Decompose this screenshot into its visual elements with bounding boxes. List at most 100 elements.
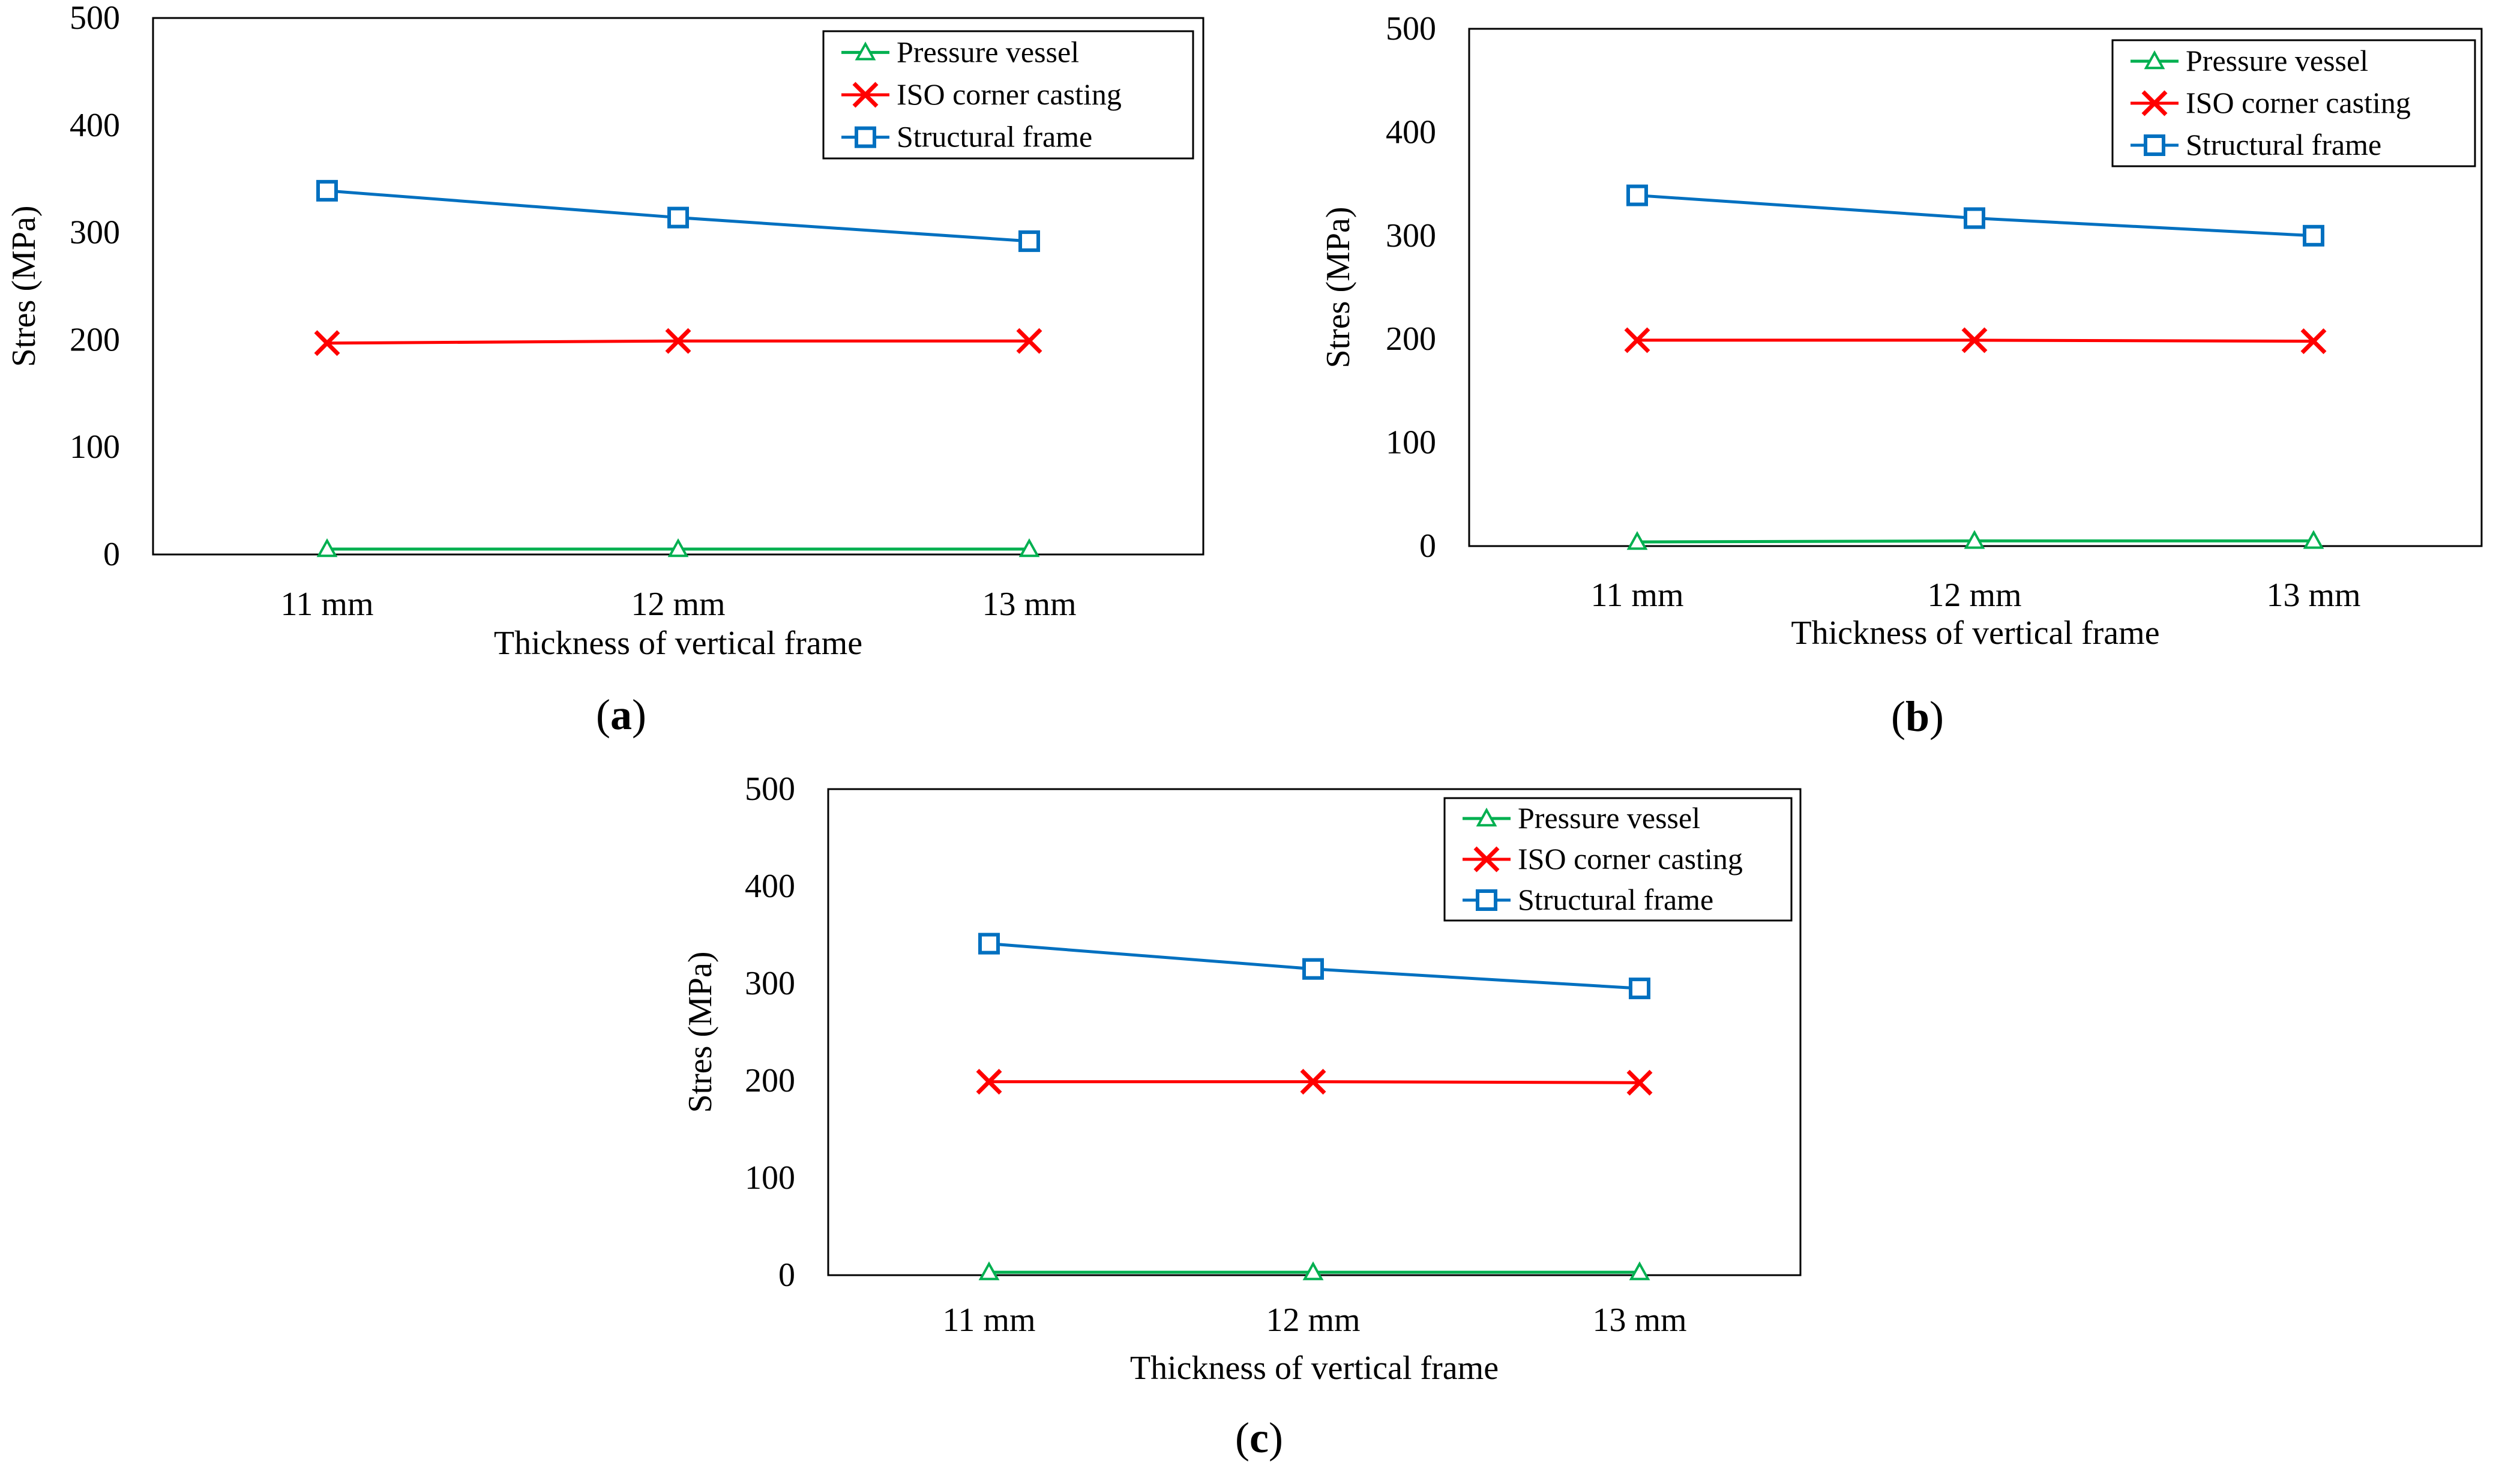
y-tick-label: 200 xyxy=(1386,320,1436,358)
x-tick-label: 12 mm xyxy=(1266,1302,1360,1339)
x-tick-label: 13 mm xyxy=(2266,577,2360,614)
data-point xyxy=(1626,530,1648,550)
x-tick-label: 12 mm xyxy=(1927,577,2021,614)
data-point xyxy=(2303,224,2324,247)
data-point xyxy=(1300,1069,1326,1095)
legend-item-structural_frame: Structural frame xyxy=(1463,883,1713,916)
data-point xyxy=(1018,230,1040,252)
panel-label: (b) xyxy=(1891,692,1944,740)
legend: Pressure vessel ISO corner casting Structu… xyxy=(2111,39,2476,167)
data-point xyxy=(314,330,340,356)
x-axis-label: Thickness of vertical frame xyxy=(1791,614,2159,652)
y-tick-label: 300 xyxy=(745,965,795,1002)
legend: Pressure vessel ISO corner casting Structu… xyxy=(822,30,1194,160)
legend-marker xyxy=(852,82,879,108)
y-tick-label: 0 xyxy=(103,536,120,573)
series-structural_frame xyxy=(978,933,1650,1000)
data-point xyxy=(978,933,1000,955)
y-axis-label: Stres (MPa) xyxy=(5,205,43,367)
legend-item-structural_frame: Structural frame xyxy=(841,120,1092,154)
data-point xyxy=(1302,958,1324,980)
legend-label: Structural frame xyxy=(1518,883,1713,916)
x-tick-label: 11 mm xyxy=(280,586,373,623)
panel-label: (a) xyxy=(596,691,646,739)
legend-label: ISO corner casting xyxy=(897,77,1122,111)
series-iso_corner xyxy=(976,1069,1653,1096)
legend-label: Pressure vessel xyxy=(2186,44,2368,77)
y-tick-label: 100 xyxy=(745,1159,795,1197)
legend-marker xyxy=(2144,50,2165,70)
data-point xyxy=(1626,1069,1653,1096)
x-marker-stroke xyxy=(314,330,340,356)
series-pressure_vessel xyxy=(316,538,1040,557)
legend-item-iso_corner: ISO corner casting xyxy=(841,77,1122,111)
data-point xyxy=(1629,978,1650,1000)
data-point xyxy=(1018,538,1040,557)
chart-panel-b: 0 100 200 300 400 500 11 mm 12 mm 13 mm Thickness… xyxy=(1320,10,2483,740)
x-marker-stroke xyxy=(1300,1069,1326,1095)
x-marker-stroke xyxy=(852,82,879,108)
data-point xyxy=(1302,1261,1324,1281)
series-structural_frame xyxy=(316,179,1040,252)
y-tick-label: 200 xyxy=(70,321,120,358)
data-point xyxy=(1624,327,1650,353)
x-marker-stroke xyxy=(1016,328,1042,354)
legend-label: Structural frame xyxy=(2186,128,2381,161)
series-iso_corner xyxy=(314,328,1042,356)
data-point xyxy=(1016,328,1042,354)
series-iso_corner xyxy=(1624,327,2327,355)
data-point xyxy=(316,179,338,202)
legend-marker xyxy=(2144,134,2165,156)
legend-marker xyxy=(1473,846,1500,873)
y-tick-label: 500 xyxy=(1386,10,1436,47)
legend-item-pressure_vessel: Pressure vessel xyxy=(1463,801,1700,835)
x-tick-label: 11 mm xyxy=(1590,577,1683,614)
legend-item-pressure_vessel: Pressure vessel xyxy=(841,35,1079,68)
y-axis-label: Stres (MPa) xyxy=(1320,206,1357,368)
legend-marker xyxy=(855,126,876,148)
data-point xyxy=(1964,207,1985,229)
data-point xyxy=(667,538,689,557)
x-marker-stroke xyxy=(1624,327,1650,353)
legend-label: Pressure vessel xyxy=(1518,801,1700,835)
legend-label: ISO corner casting xyxy=(1518,842,1743,876)
y-tick-label: 0 xyxy=(1419,527,1436,565)
x-tick-label: 11 mm xyxy=(942,1302,1035,1339)
y-tick-label: 500 xyxy=(745,771,795,808)
x-tick-label: 13 mm xyxy=(1592,1302,1686,1339)
data-point xyxy=(978,1261,1000,1281)
data-point xyxy=(2303,530,2324,549)
legend: Pressure vessel ISO corner casting Structu… xyxy=(1443,797,1793,922)
y-tick-label: 300 xyxy=(1386,217,1436,254)
legend-marker xyxy=(855,41,876,61)
y-tick-label: 400 xyxy=(745,868,795,905)
legend-marker xyxy=(1476,889,1497,911)
data-point xyxy=(667,206,689,229)
legend-label: Pressure vessel xyxy=(897,35,1079,68)
panel-label: (c) xyxy=(1235,1414,1283,1462)
legend-item-iso_corner: ISO corner casting xyxy=(1463,842,1743,876)
chart-panel-c: 0 100 200 300 400 500 11 mm 12 mm 13 mm Thickness… xyxy=(682,771,1802,1462)
y-tick-label: 200 xyxy=(745,1062,795,1099)
x-marker-stroke xyxy=(2300,328,2327,355)
x-marker-stroke xyxy=(665,328,691,354)
data-point xyxy=(1964,530,1985,549)
data-point xyxy=(1961,327,1988,353)
data-point xyxy=(1629,1261,1650,1281)
x-axis-label: Thickness of vertical frame xyxy=(494,625,862,662)
data-point xyxy=(976,1069,1002,1095)
y-tick-label: 0 xyxy=(778,1257,795,1294)
y-tick-label: 100 xyxy=(70,428,120,466)
y-axis-label: Stres (MPa) xyxy=(682,951,719,1113)
legend-label: Structural frame xyxy=(897,120,1092,154)
x-tick-label: 13 mm xyxy=(982,586,1076,623)
legend-item-pressure_vessel: Pressure vessel xyxy=(2131,44,2368,77)
x-marker-stroke xyxy=(976,1069,1002,1095)
chart-panel-a: 0 100 200 300 400 500 11 mm 12 mm 13 mm Thickness… xyxy=(5,0,1204,739)
y-tick-label: 400 xyxy=(70,107,120,144)
x-marker-stroke xyxy=(2141,90,2168,116)
legend-marker xyxy=(1476,807,1497,827)
data-point xyxy=(1626,184,1648,206)
x-axis-label: Thickness of vertical frame xyxy=(1130,1350,1499,1387)
